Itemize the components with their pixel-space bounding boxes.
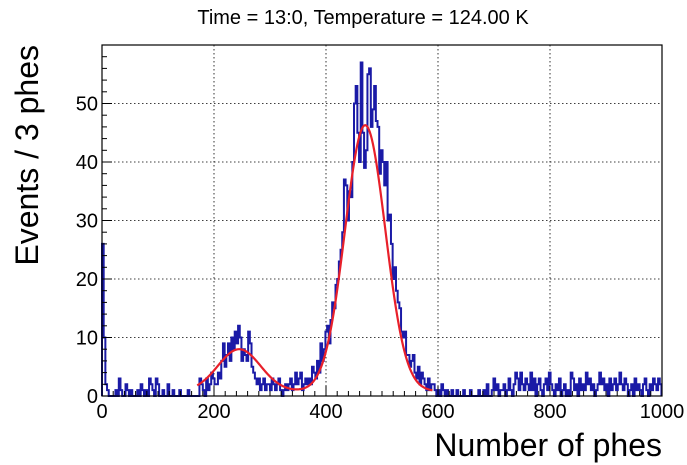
y-tick-label: 50	[76, 94, 98, 116]
y-tick-label: 0	[87, 386, 98, 408]
x-tick-label: 400	[309, 401, 342, 423]
y-tick-label: 40	[76, 152, 98, 174]
y-axis-title: Events / 3 phes	[9, 45, 45, 266]
y-tick-label: 10	[76, 328, 98, 350]
chart-title: Time = 13:0, Temperature = 124.00 K	[197, 7, 529, 29]
x-tick-label: 200	[197, 401, 230, 423]
tick-labels: 0 200 400 600 800 1000 0 10 20 30 40 50	[76, 94, 685, 424]
x-axis-title: Number of phes	[434, 427, 662, 463]
x-tick-label: 800	[533, 401, 566, 423]
fit-curve	[196, 123, 433, 392]
histogram-series	[101, 61, 663, 397]
y-tick-label: 20	[76, 269, 98, 291]
x-tick-label: 1000	[640, 401, 685, 423]
x-tick-label: 600	[421, 401, 454, 423]
x-tick-label: 0	[96, 401, 107, 423]
histogram-outline	[101, 61, 663, 397]
fit-line	[196, 123, 433, 392]
y-tick-label: 30	[76, 211, 98, 233]
axis-ticks	[101, 44, 663, 397]
